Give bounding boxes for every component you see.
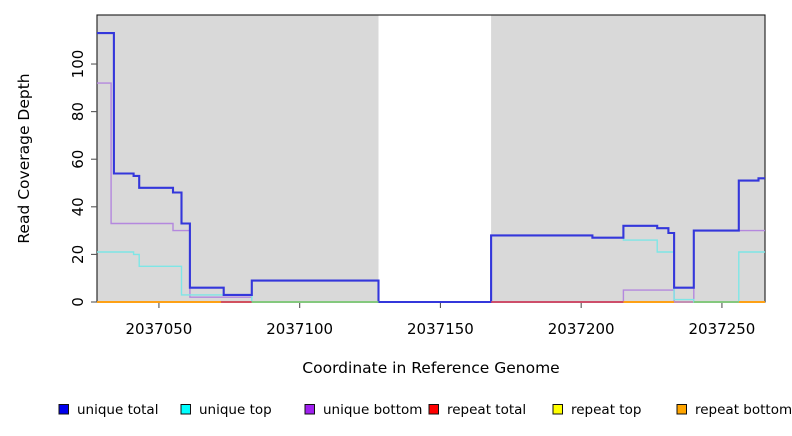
legend-item-unique-bottom: unique bottom [304,402,422,418]
legend-item-unique-total: unique total [58,402,158,418]
legend-item-unique-top: unique top [180,402,272,418]
y-tick-label: 80 [69,102,87,121]
x-axis: 2037050 2037100 2037150 2037200 2037250 [126,302,756,338]
series-line-unique-total [97,32,765,304]
legend-label: unique bottom [323,402,422,418]
legend-item-repeat-top: repeat top [552,402,641,418]
legend-label: repeat top [571,402,641,418]
y-tick-label: 60 [69,150,87,169]
legend-swatch [304,404,315,415]
y-axis-title: Read Coverage Depth [15,73,33,243]
x-axis-title: Coordinate in Reference Genome [302,359,559,377]
legend-label: unique top [199,402,272,418]
legend-label: unique total [77,402,158,418]
legend-item-repeat-bottom: repeat bottom [676,402,792,418]
y-tick-label: 0 [69,297,87,307]
x-tick-label: 2037250 [689,320,756,338]
x-tick-label: 2037100 [266,320,333,338]
legend-swatch [676,404,687,415]
y-tick-label: 20 [69,245,87,264]
legend-swatch [428,404,439,415]
legend-swatch [58,404,69,415]
legend: unique total unique top unique bottom repea… [58,402,792,418]
y-tick-label: 100 [69,50,87,79]
coverage-gap-region [378,15,492,302]
legend-label: repeat bottom [695,402,792,418]
y-tick-label: 40 [69,197,87,216]
x-tick-label: 2037200 [548,320,615,338]
x-tick-label: 2037150 [407,320,474,338]
legend-swatch [552,404,563,415]
legend-swatch [180,404,191,415]
x-tick-label: 2037050 [126,320,193,338]
y-axis: 0 20 40 60 80 100 [69,50,97,307]
legend-item-repeat-total: repeat total [428,402,526,418]
legend-label: repeat total [447,402,526,418]
